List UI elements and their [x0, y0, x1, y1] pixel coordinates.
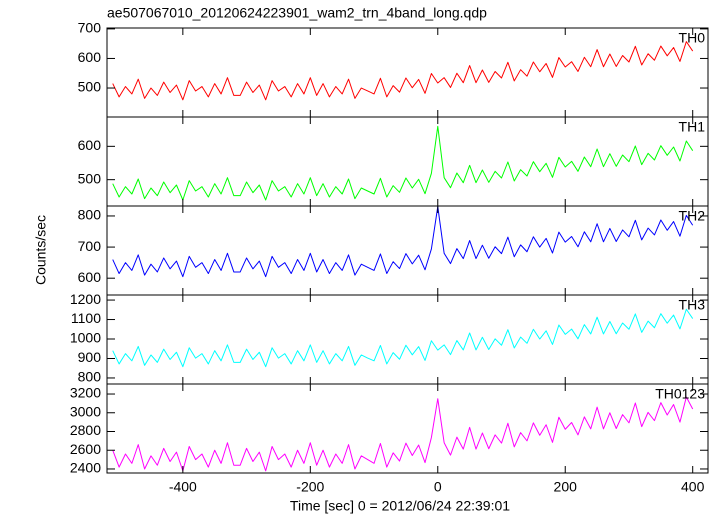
series-line [112, 206, 694, 278]
y-axis-label: Counts/sec [33, 215, 49, 285]
panel-frame [106, 27, 709, 118]
panel-frame [106, 116, 709, 207]
y-tick-label: 1000 [70, 330, 101, 346]
y-tick-label: 2600 [70, 441, 101, 457]
series-line [112, 41, 694, 101]
y-tick-label: 500 [78, 79, 102, 95]
x-tick-label: 200 [554, 479, 578, 495]
y-tick-label: 600 [78, 269, 102, 285]
y-tick-label: 600 [78, 137, 102, 153]
x-tick-label: -400 [169, 479, 197, 495]
x-tick-label: 0 [434, 479, 442, 495]
y-tick-label: 700 [78, 20, 102, 36]
y-tick-label: 500 [78, 170, 102, 186]
panel-label: TH2 [679, 208, 706, 224]
series-line [112, 125, 694, 201]
y-tick-label: 1200 [70, 291, 101, 307]
panel-frame [106, 383, 709, 474]
y-tick-label: 1100 [71, 310, 101, 326]
chart-title: ae507067010_20120624223901_wam2_trn_4ban… [107, 5, 487, 21]
y-tick-label: 900 [78, 349, 102, 365]
panel-label: TH3 [679, 297, 706, 313]
panel-frame [106, 205, 709, 296]
series-line [112, 308, 694, 368]
y-tick-label: 2800 [70, 422, 101, 438]
y-tick-label: 2400 [70, 460, 101, 476]
panel-label: TH1 [679, 119, 706, 135]
panel-frame [106, 294, 709, 385]
x-axis-label: Time [sec] 0 = 2012/06/24 22:39:01 [290, 498, 510, 514]
y-tick-label: 3000 [70, 403, 101, 419]
y-tick-label: 800 [78, 369, 102, 385]
y-tick-label: 800 [78, 207, 102, 223]
series-line [112, 396, 694, 472]
x-tick-label: 400 [681, 479, 705, 495]
panel-label: TH0123 [655, 386, 705, 402]
y-tick-label: 3200 [70, 385, 101, 401]
panel-label: TH0 [679, 30, 706, 46]
x-tick-label: -200 [296, 479, 324, 495]
y-tick-label: 600 [78, 49, 102, 65]
y-tick-label: 700 [78, 238, 102, 254]
